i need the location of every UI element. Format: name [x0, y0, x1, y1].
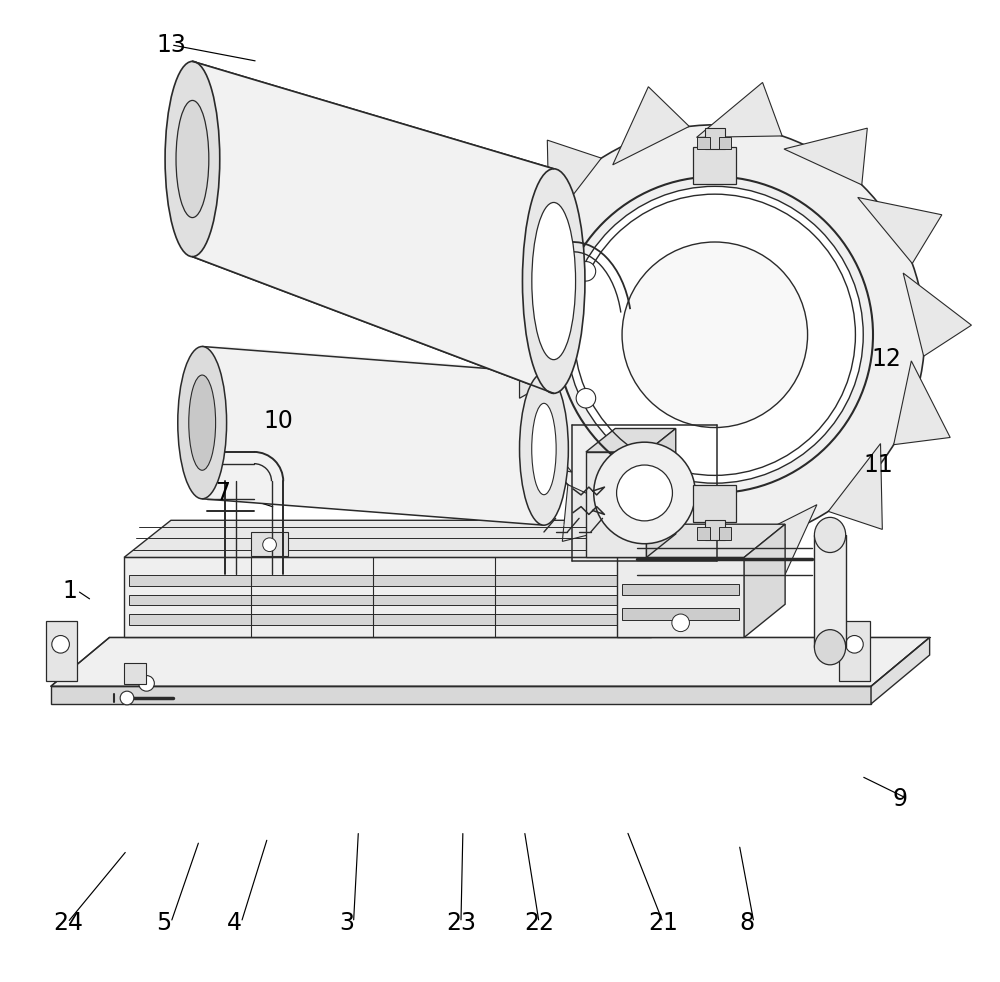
Polygon shape	[202, 347, 544, 525]
Circle shape	[617, 465, 672, 520]
Bar	[705, 128, 725, 149]
Ellipse shape	[178, 347, 227, 499]
Polygon shape	[617, 524, 785, 558]
Circle shape	[594, 442, 695, 544]
Circle shape	[622, 242, 808, 427]
Circle shape	[505, 125, 925, 545]
Bar	[46, 621, 77, 682]
Polygon shape	[520, 271, 555, 399]
Polygon shape	[828, 444, 882, 529]
Text: 21: 21	[648, 910, 678, 935]
Ellipse shape	[176, 100, 209, 218]
Polygon shape	[547, 140, 601, 226]
Text: 13: 13	[156, 32, 186, 57]
Text: 12: 12	[871, 348, 901, 371]
Circle shape	[263, 538, 276, 552]
Polygon shape	[617, 558, 744, 637]
Ellipse shape	[189, 375, 216, 470]
Circle shape	[846, 635, 863, 653]
Polygon shape	[479, 225, 536, 308]
Polygon shape	[651, 520, 698, 637]
Bar	[697, 527, 710, 540]
Circle shape	[576, 261, 596, 281]
Bar	[719, 136, 731, 149]
Polygon shape	[586, 452, 646, 558]
Polygon shape	[622, 608, 739, 620]
Circle shape	[139, 676, 154, 691]
Text: 4: 4	[227, 910, 242, 935]
Text: 8: 8	[739, 910, 754, 935]
Polygon shape	[124, 520, 698, 558]
Polygon shape	[586, 428, 676, 452]
Polygon shape	[51, 637, 930, 686]
Bar	[839, 621, 870, 682]
Bar	[705, 520, 725, 540]
Bar	[697, 136, 710, 149]
Polygon shape	[129, 575, 646, 585]
Polygon shape	[858, 197, 942, 263]
Text: 10: 10	[264, 409, 294, 433]
Ellipse shape	[522, 169, 585, 394]
Bar	[124, 663, 146, 684]
Polygon shape	[740, 505, 817, 583]
Polygon shape	[697, 82, 782, 137]
Text: 24: 24	[53, 910, 83, 935]
Polygon shape	[646, 428, 676, 558]
Polygon shape	[124, 558, 651, 637]
Ellipse shape	[165, 61, 220, 256]
Text: 3: 3	[339, 910, 354, 935]
Ellipse shape	[532, 202, 576, 359]
Bar	[719, 527, 731, 540]
Bar	[693, 485, 736, 522]
Circle shape	[576, 389, 596, 408]
Polygon shape	[488, 407, 572, 472]
Text: 1: 1	[63, 578, 77, 603]
Polygon shape	[647, 532, 733, 587]
Polygon shape	[51, 686, 871, 704]
Bar	[251, 532, 288, 557]
Text: 11: 11	[863, 453, 893, 476]
Ellipse shape	[814, 518, 846, 553]
Circle shape	[120, 691, 134, 705]
Polygon shape	[622, 583, 739, 595]
Text: 7: 7	[215, 481, 230, 505]
Polygon shape	[894, 361, 950, 445]
Text: 5: 5	[156, 910, 172, 935]
Ellipse shape	[520, 373, 568, 525]
Polygon shape	[744, 524, 785, 637]
Polygon shape	[202, 347, 568, 373]
Polygon shape	[871, 637, 930, 704]
Ellipse shape	[532, 404, 556, 495]
Circle shape	[672, 614, 689, 631]
Polygon shape	[129, 614, 646, 625]
Text: 23: 23	[446, 910, 476, 935]
Circle shape	[566, 187, 863, 483]
Ellipse shape	[814, 629, 846, 665]
Text: 22: 22	[524, 910, 554, 935]
Polygon shape	[192, 61, 554, 394]
Bar	[693, 147, 736, 185]
Polygon shape	[784, 128, 867, 185]
Polygon shape	[903, 273, 971, 356]
Polygon shape	[562, 485, 646, 541]
Polygon shape	[613, 86, 689, 165]
Polygon shape	[202, 499, 568, 525]
Polygon shape	[814, 535, 846, 647]
Text: 9: 9	[893, 787, 908, 810]
Circle shape	[52, 635, 69, 653]
Polygon shape	[458, 313, 526, 397]
Polygon shape	[129, 594, 646, 605]
